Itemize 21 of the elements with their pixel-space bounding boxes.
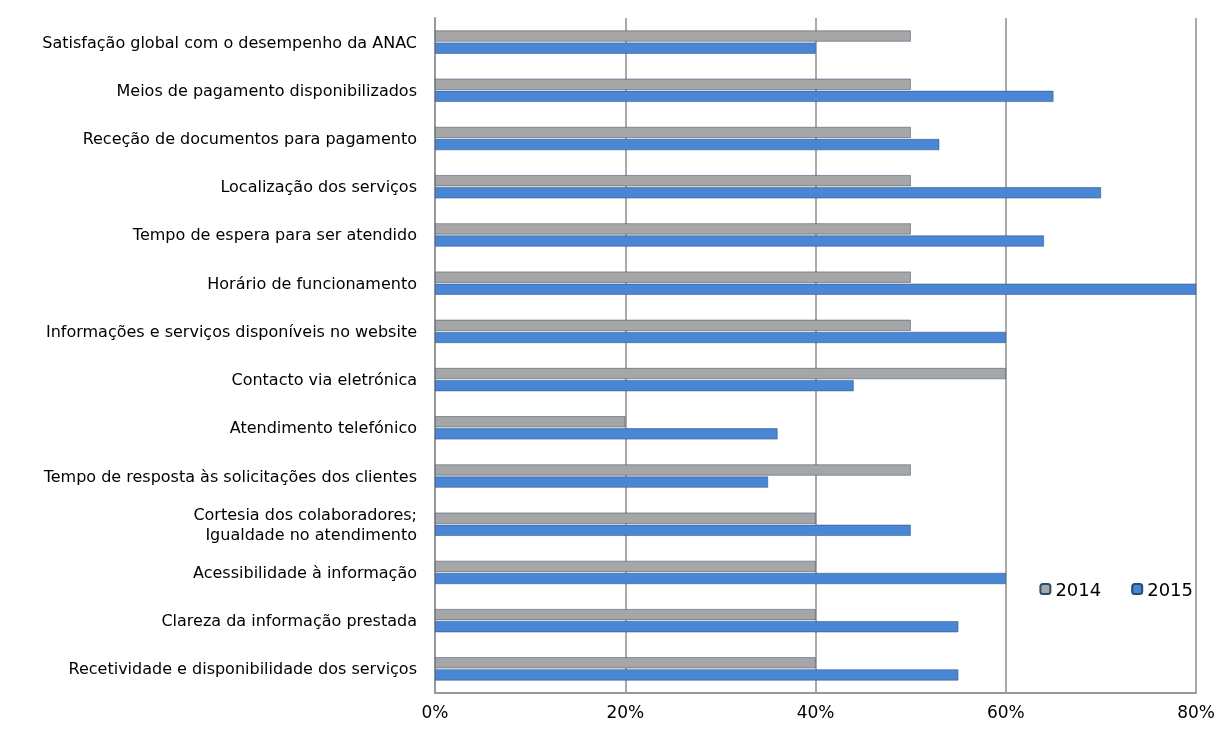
y-tick-label: Tempo de espera para ser atendido — [131, 225, 417, 245]
y-tick-label: Recetividade e disponibilidade dos serviços — [68, 659, 417, 679]
y-tick-label: Tempo de resposta às solicitações dos clientes — [42, 466, 417, 486]
y-tick-label: Meios de pagamento disponibilizados — [116, 80, 417, 100]
y-tick-label: Receção de documentos para pagamento — [82, 129, 417, 149]
y-tick-label: Cortesia dos colaboradores; Igualdade no atendimento — [193, 504, 417, 544]
y-tick-label: Acessibilidade à informação — [193, 562, 417, 582]
y-tick-label: Satisfação global com o desempenho da ANAC — [42, 32, 417, 52]
y-tick-label: Atendimento telefónico — [229, 418, 417, 438]
x-tick-label: 60% — [986, 701, 1025, 722]
x-tick-label: 80% — [1177, 701, 1216, 722]
y-tick-label: Localização dos serviços — [220, 177, 417, 197]
legend-label: 2015 — [1147, 578, 1193, 600]
y-tick-label: Horário de funcionamento — [207, 273, 417, 293]
x-tick-label: 0% — [421, 701, 449, 722]
x-tick-label: 20% — [606, 701, 645, 722]
y-tick-label: Contacto via eletrónica — [231, 370, 417, 390]
y-tick-label: Informações e serviços disponíveis no website — [45, 321, 417, 341]
y-tick-label: Clareza da informação prestada — [161, 611, 417, 631]
x-tick-label: 40% — [796, 701, 835, 722]
legend-label: 2014 — [1055, 578, 1102, 600]
